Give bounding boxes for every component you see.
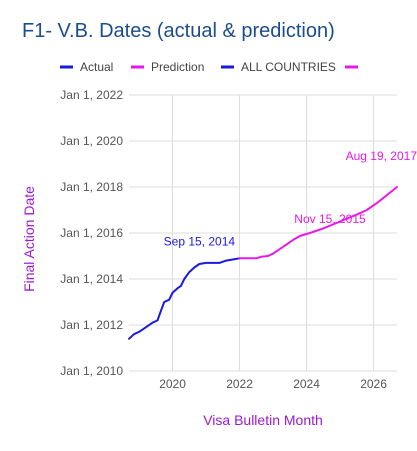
x-tick-label: 2024 (293, 377, 320, 391)
legend-label: Actual (80, 60, 113, 74)
y-axis-title: Final Action Date (21, 186, 37, 292)
x-axis-title: Visa Bulletin Month (203, 412, 323, 428)
y-tick-label: Jan 1, 2018 (60, 180, 123, 194)
chart-title: F1- V.B. Dates (actual & prediction) (22, 20, 335, 42)
y-tick-label: Jan 1, 2020 (60, 134, 123, 148)
y-tick-label: Jan 1, 2016 (60, 226, 123, 240)
x-tick-label: 2022 (226, 377, 253, 391)
x-tick-label: 2026 (360, 377, 387, 391)
y-tick-label: Jan 1, 2014 (60, 272, 123, 286)
data-label: Sep 15, 2014 (164, 234, 236, 248)
y-tick-label: Jan 1, 2010 (60, 364, 123, 378)
series-line-actual (128, 257, 241, 340)
data-label: Aug 19, 2017 (346, 149, 417, 163)
y-tick-label: Jan 1, 2022 (60, 88, 123, 102)
legend-label: ALL COUNTRIES (241, 60, 336, 74)
data-label: Nov 15, 2015 (294, 212, 366, 226)
series-line-prediction (238, 186, 398, 260)
y-tick-label: Jan 1, 2012 (60, 318, 123, 332)
x-tick-label: 2020 (159, 377, 186, 391)
legend-label: Prediction (151, 60, 204, 74)
